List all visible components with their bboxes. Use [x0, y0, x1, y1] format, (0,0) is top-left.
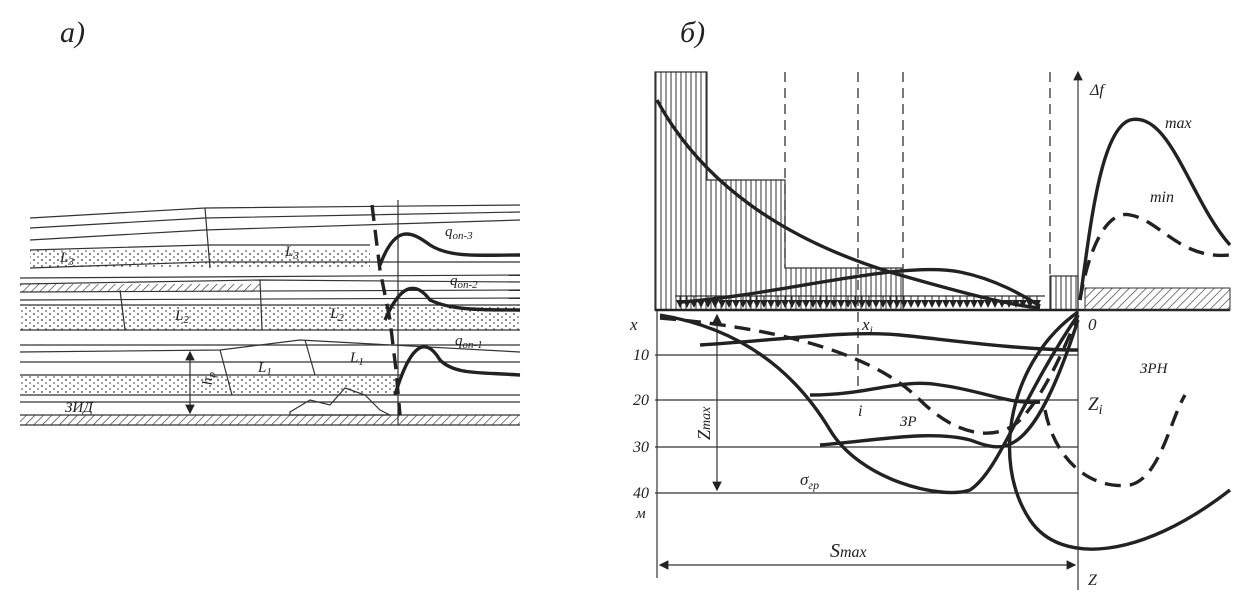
line-segment [1045, 395, 1185, 486]
zone-label: ЗР [900, 414, 917, 430]
layer-base: L [257, 360, 266, 376]
point-sub: i [870, 323, 873, 337]
line-segment [700, 334, 1078, 350]
layer-sub: 1 [266, 366, 272, 378]
curve-label: max [1165, 115, 1192, 132]
curves [657, 100, 1230, 549]
panel-label: б) [680, 16, 705, 49]
origin-label: 0 [1088, 315, 1097, 334]
grid-lines [655, 296, 1078, 578]
height-sub: р [206, 372, 218, 379]
layer-base: L [329, 306, 338, 322]
height-label: hр [200, 372, 218, 386]
load-label: qоп-3 [445, 224, 473, 242]
zmax-label: Zmax [694, 406, 714, 440]
smax-label: Smax [830, 540, 867, 562]
dashed-verticals [785, 72, 1050, 390]
point-sub: i [1099, 403, 1103, 418]
layer-label: L3 [284, 244, 299, 262]
line-segment [1080, 214, 1230, 300]
layer-base: L [174, 308, 183, 324]
panel-label: а) [60, 16, 85, 49]
axis-label: x [629, 315, 638, 334]
load-sub: оп-1 [463, 339, 483, 351]
line-segment [20, 340, 520, 352]
stress-label: σгр [800, 470, 819, 492]
layer-sub: 1 [358, 356, 364, 368]
line-segment [20, 298, 520, 300]
height-base: h [200, 378, 216, 386]
panel-b: б) Δf max min x xi 0 10 20 30 40 м Zmax … [629, 16, 1230, 590]
line-segment [1080, 119, 1230, 300]
axis-label: Δf [1089, 82, 1106, 99]
layer-sub: 3 [67, 256, 74, 268]
smax-base: S [830, 540, 840, 562]
load-sub: оп-3 [453, 230, 474, 242]
point-label: i [858, 403, 862, 420]
unit-label: м [635, 506, 646, 522]
line-segment [20, 280, 520, 284]
load-label: qоп-1 [455, 333, 483, 351]
depth-label: 10 [633, 347, 649, 364]
axis-label: Z [1088, 572, 1098, 589]
line-segment [1010, 312, 1230, 549]
load-sub: оп-2 [458, 279, 479, 291]
layer-sub: 2 [338, 312, 344, 324]
zone-label: ЗИД [65, 400, 94, 416]
layer-label: L1 [257, 360, 272, 378]
zmax-sub: max [699, 406, 714, 430]
layer-base: L [284, 244, 293, 260]
depth-label: 20 [633, 392, 649, 409]
layer-sub: 3 [292, 250, 299, 262]
floor-layer [20, 415, 520, 425]
layer-sub: 2 [183, 314, 189, 326]
line-segment [395, 347, 520, 395]
point-base: Z [1088, 394, 1099, 415]
sand-layer [20, 305, 520, 330]
stress-sub: гр [808, 478, 819, 492]
layer-label: L1 [349, 350, 364, 368]
depth-label: 30 [632, 439, 649, 456]
stress-diagram [1050, 276, 1078, 310]
sand-layer [30, 250, 370, 268]
point-label: xi [861, 315, 873, 337]
curve-label: min [1150, 189, 1174, 206]
zone-label: ЗРН [1140, 361, 1169, 377]
depth-label: 40 [633, 485, 649, 502]
panel-a: а) qоп-3 qоп-2 qоп-1 L3 L3 L2 L2 L1 L1 h… [20, 16, 520, 425]
layer-base: L [59, 250, 68, 266]
line-segment [20, 275, 520, 278]
point-label: Zi [1088, 394, 1103, 418]
layer-base: L [349, 350, 358, 366]
line-segment [30, 245, 370, 250]
line-segment [30, 205, 520, 218]
ground-hatch [1085, 288, 1230, 310]
smax-sub: max [840, 544, 867, 561]
figure: а) qоп-3 qоп-2 qоп-1 L3 L3 L2 L2 L1 L1 h… [0, 0, 1237, 592]
